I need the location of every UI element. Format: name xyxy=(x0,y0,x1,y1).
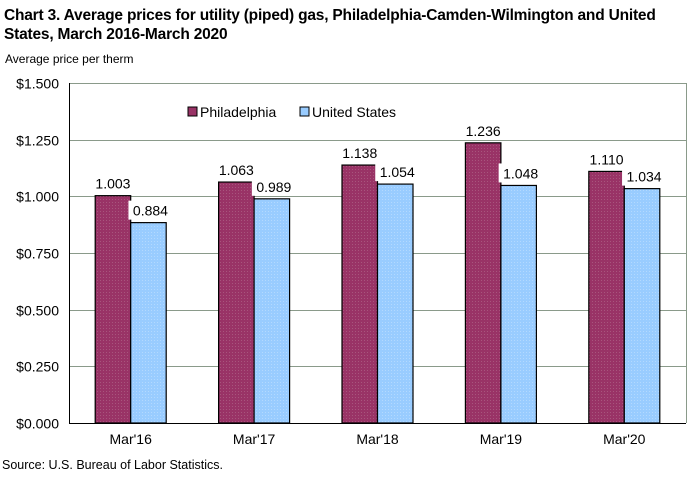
legend-swatch-united-states xyxy=(299,106,310,117)
data-label-bg xyxy=(622,166,667,186)
bar-philadelphia xyxy=(464,142,502,424)
bar-philadelphia xyxy=(94,195,132,424)
y-axis-label: Average price per therm xyxy=(5,52,134,66)
y-tick-label: $1.500 xyxy=(16,76,59,92)
bar-united-states xyxy=(623,188,661,424)
data-label-bg xyxy=(128,200,173,220)
data-label: 0.884 xyxy=(133,203,168,219)
data-label: 0.989 xyxy=(256,179,291,195)
x-tick-label: Mar'16 xyxy=(110,431,153,447)
bar-philadelphia xyxy=(588,170,625,424)
bar-united-states xyxy=(500,184,537,424)
x-tick-label: Mar'19 xyxy=(480,431,523,447)
bars xyxy=(94,142,661,424)
data-label: 1.063 xyxy=(219,162,254,178)
data-label-bg xyxy=(498,163,543,183)
data-label: 1.003 xyxy=(95,176,130,192)
chart-title: Chart 3. Average prices for utility (pip… xyxy=(4,7,656,43)
y-tick-label: $1.250 xyxy=(16,133,59,149)
legend-label: United States xyxy=(312,104,396,120)
data-label: 1.110 xyxy=(590,151,624,167)
data-label: 1.138 xyxy=(342,145,377,161)
x-tick-label: Mar'18 xyxy=(356,431,399,447)
x-tick-label: Mar'17 xyxy=(233,431,276,447)
axes: $0.000 $0.250 $0.500 $0.750 $1.000 $1.250 $1.5… xyxy=(16,76,687,447)
legend-swatch-philadelphia xyxy=(187,106,198,117)
source-note: Source: U.S. Bureau of Labor Statistics. xyxy=(2,458,223,472)
bar-united-states xyxy=(130,222,167,424)
bar-united-states xyxy=(376,183,414,424)
data-label-bg xyxy=(251,176,296,196)
y-tick-label: $0.250 xyxy=(16,359,59,375)
data-label: 1.054 xyxy=(380,164,415,180)
bar-philadelphia xyxy=(218,181,255,424)
x-tick-label: Mar'20 xyxy=(603,431,646,447)
data-label-bg xyxy=(375,162,420,182)
legend: Philadelphia United States xyxy=(187,104,396,120)
data-label: 1.236 xyxy=(466,123,501,139)
data-label: 1.034 xyxy=(627,169,662,185)
y-tick-label: $1.000 xyxy=(16,189,59,205)
bar-united-states xyxy=(253,198,291,424)
bar-philadelphia xyxy=(341,164,379,424)
y-tick-label: $0.750 xyxy=(16,246,59,262)
y-tick-label: $0.000 xyxy=(16,416,59,432)
y-tick-label: $0.500 xyxy=(16,303,59,319)
data-label: 1.048 xyxy=(503,165,538,181)
legend-label: Philadelphia xyxy=(200,104,276,120)
